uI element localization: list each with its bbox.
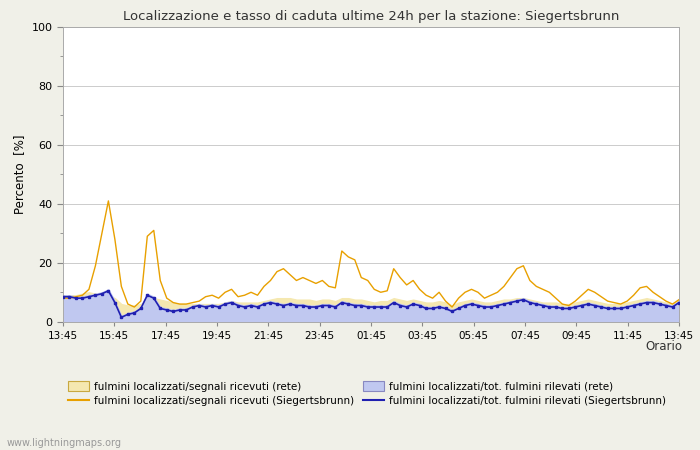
Legend: fulmini localizzati/segnali ricevuti (rete), fulmini localizzati/segnali ricevut: fulmini localizzati/segnali ricevuti (re… [68, 382, 666, 406]
Text: www.lightningmaps.org: www.lightningmaps.org [7, 438, 122, 448]
Title: Localizzazione e tasso di caduta ultime 24h per la stazione: Siegertsbrunn: Localizzazione e tasso di caduta ultime … [122, 10, 620, 23]
Y-axis label: Percento  [%]: Percento [%] [13, 135, 26, 214]
Text: Orario: Orario [645, 340, 682, 353]
